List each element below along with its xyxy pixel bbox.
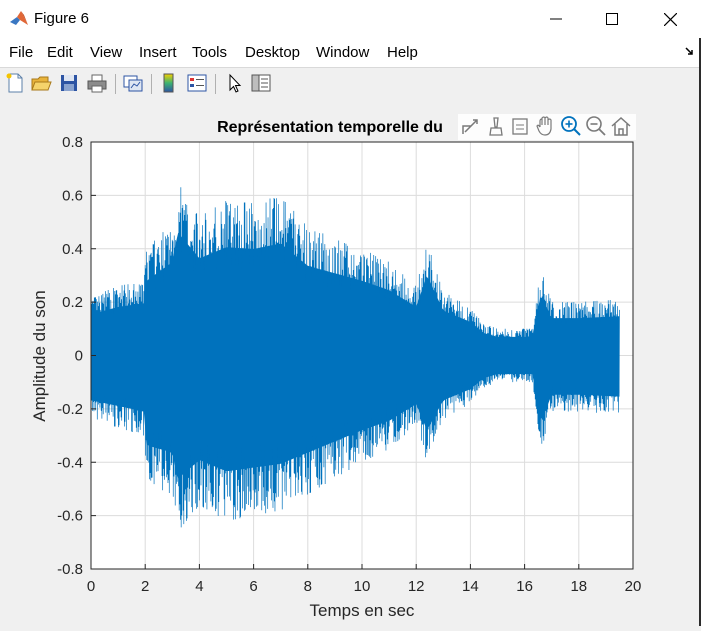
save-icon[interactable] (58, 72, 80, 94)
menu-window[interactable]: Window (316, 44, 370, 61)
menu-bar: File Edit View Insert Tools Desktop Wind… (0, 38, 701, 68)
brush-icon[interactable] (489, 117, 503, 136)
menu-edit[interactable]: Edit (47, 44, 73, 61)
legend-icon[interactable] (186, 72, 208, 94)
y-tick-label: -0.4 (57, 454, 83, 471)
figure-area: 0 2 4 6 8 10 12 14 16 18 20 0.8 0.6 0.4 0.2 0 -0.2 -0.4 -… (0, 98, 701, 626)
waveform-oscillation (90, 187, 620, 528)
figure-toolbar (0, 68, 701, 98)
export-icon[interactable] (462, 119, 478, 134)
minimize-icon (550, 18, 562, 20)
menu-desktop[interactable]: Desktop (245, 44, 301, 61)
zoom-out-icon[interactable] (586, 116, 606, 136)
window-titlebar: Figure 6 (0, 0, 701, 38)
colorbar-icon[interactable] (158, 72, 180, 94)
menu-divider (0, 67, 701, 68)
menu-tools[interactable]: Tools (192, 44, 228, 61)
minimize-button[interactable] (527, 0, 585, 38)
y-tick-label: 0.4 (62, 241, 83, 258)
toolbar-separator (151, 74, 152, 94)
open-file-icon[interactable] (30, 72, 52, 94)
maximize-icon (606, 13, 618, 25)
plot-svg[interactable]: 0 2 4 6 8 10 12 14 16 18 20 0.8 0.6 0.4 0.2 0 -0.2 -0.4 -… (0, 98, 701, 626)
x-tick-label: 2 (141, 578, 149, 595)
link-plot-icon[interactable] (122, 72, 144, 94)
datatip-icon[interactable] (512, 118, 528, 135)
x-tick-label: 12 (408, 578, 425, 595)
x-axis-label: Temps en sec (310, 601, 415, 620)
axes-toolbar (458, 114, 636, 140)
y-tick-label: 0.8 (62, 134, 83, 151)
y-tick-label: -0.6 (57, 508, 83, 525)
x-tick-label: 16 (516, 578, 533, 595)
matlab-logo-icon (9, 9, 29, 29)
x-tick-label: 14 (462, 578, 479, 595)
x-tick-label: 8 (304, 578, 312, 595)
x-tick-label: 18 (570, 578, 587, 595)
menu-view[interactable]: View (90, 44, 123, 61)
y-tick-label: -0.8 (57, 561, 83, 578)
x-tick-label: 6 (249, 578, 257, 595)
window-title: Figure 6 (34, 10, 90, 27)
menu-insert[interactable]: Insert (139, 44, 177, 61)
close-icon (663, 12, 677, 26)
x-tick-label: 4 (195, 578, 203, 595)
toolbar-separator (115, 74, 116, 94)
select-pointer-icon[interactable] (223, 72, 245, 94)
y-tick-label: 0.6 (62, 187, 83, 204)
x-tick-labels: 0 2 4 6 8 10 12 14 16 18 20 (87, 564, 642, 595)
y-tick-label: -0.2 (57, 401, 83, 418)
chart-title: Représentation temporelle du (217, 119, 443, 136)
property-inspector-icon[interactable] (250, 72, 272, 94)
new-figure-icon[interactable] (4, 72, 26, 94)
x-tick-label: 0 (87, 578, 95, 595)
y-tick-label: 0.2 (62, 294, 83, 311)
print-icon[interactable] (86, 72, 108, 94)
maximize-button[interactable] (583, 0, 641, 38)
window-right-border (699, 38, 701, 626)
x-tick-label: 20 (625, 578, 642, 595)
y-axis-label: Amplitude du son (30, 290, 49, 421)
y-tick-label: 0 (75, 348, 83, 365)
x-tick-label: 10 (354, 578, 371, 595)
y-tick-labels: 0.8 0.6 0.4 0.2 0 -0.2 -0.4 -0.6 -0.8 (57, 134, 96, 578)
home-icon[interactable] (611, 116, 631, 136)
zoom-in-icon[interactable] (561, 116, 581, 136)
dock-arrow-icon[interactable] (684, 46, 696, 58)
toolbar-separator (215, 74, 216, 94)
menu-file[interactable]: File (9, 44, 34, 61)
close-button[interactable] (641, 0, 699, 38)
menu-help[interactable]: Help (387, 44, 418, 61)
pan-icon[interactable] (536, 116, 552, 136)
